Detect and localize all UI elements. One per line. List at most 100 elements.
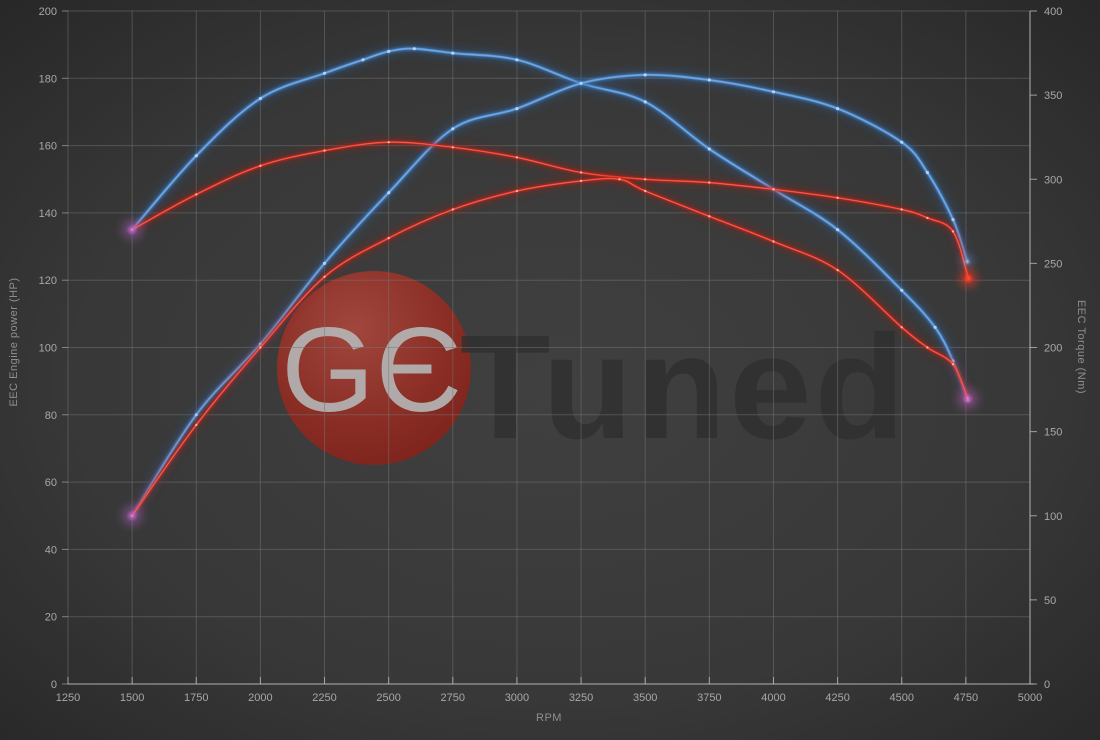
x-tick-label: 4000 — [761, 692, 785, 704]
curve-marker-dot — [515, 106, 519, 111]
curve-marker-dot — [926, 216, 929, 220]
endpoint-glow-core — [963, 394, 973, 404]
curve-marker-dot — [925, 170, 930, 175]
curve-marker-dot — [900, 288, 904, 292]
y-left-tick-label: 180 — [39, 73, 57, 85]
curve-marker-dot — [259, 164, 262, 167]
endpoint-glow-core — [964, 258, 971, 265]
curve-marker-dot — [644, 189, 647, 193]
curve-marker-dot — [579, 179, 583, 183]
endpoint-glow-core — [964, 274, 973, 283]
curve-marker-dot — [771, 90, 776, 94]
x-tick-label: 3500 — [633, 692, 657, 704]
curve-marker-dot — [926, 346, 929, 349]
y-left-tick-label: 160 — [39, 141, 57, 153]
curve-marker-dot — [618, 178, 621, 181]
curve-marker-dot — [194, 413, 198, 417]
x-tick-label: 2000 — [248, 692, 272, 704]
x-tick-label: 4750 — [954, 692, 978, 704]
curve-marker-dot — [387, 191, 391, 195]
curve-marker-dot — [515, 156, 519, 159]
y-right-tick-label: 100 — [1044, 511, 1062, 523]
y-axis-title-left: EEC Engine power (HP) — [8, 277, 20, 406]
curve-marker-dot — [579, 171, 583, 174]
curve-marker-dot — [643, 100, 647, 104]
curve-marker-dot — [451, 127, 455, 131]
curve-marker-dot — [451, 146, 454, 149]
y-right-tick-label: 200 — [1044, 343, 1062, 355]
x-tick-label: 3250 — [569, 692, 593, 704]
curve-marker-dot — [194, 154, 198, 158]
curve-marker-dot — [900, 208, 903, 211]
x-tick-label: 1500 — [120, 692, 144, 704]
y-right-tick-label: 350 — [1044, 90, 1062, 102]
y-left-tick-label: 100 — [39, 343, 57, 355]
y-right-tick-label: 400 — [1044, 6, 1062, 18]
curve-marker-dot — [772, 240, 775, 243]
x-tick-label: 2750 — [441, 692, 465, 704]
y-left-tick-label: 120 — [39, 275, 57, 287]
endpoint-glow-core — [127, 225, 137, 235]
curve-marker-dot — [195, 423, 198, 427]
chart-curves — [126, 43, 973, 522]
x-tick-label: 4500 — [889, 692, 913, 704]
curve-marker-dot — [387, 236, 390, 240]
curve-marker-dot — [361, 58, 365, 62]
x-tick-label: 3000 — [505, 692, 529, 704]
y-right-tick-label: 150 — [1044, 427, 1062, 439]
y-left-tick-label: 40 — [45, 544, 57, 556]
curve-marker-dot — [643, 73, 647, 77]
curve-marker-dot — [258, 96, 263, 101]
curve-marker-dot — [900, 140, 904, 144]
watermark-badge — [277, 271, 471, 465]
curve-marker-dot — [259, 346, 262, 349]
curve-marker-dot — [772, 188, 775, 191]
curve-marker-dot — [951, 217, 955, 222]
y-left-tick-label: 200 — [39, 6, 57, 18]
watermark-badge-letters: GЄ — [281, 303, 463, 437]
y-left-tick-label: 20 — [45, 612, 57, 624]
curve-marker-dot — [451, 51, 455, 55]
watermark-brand-text: Tuned — [460, 305, 908, 470]
curve-marker-dot — [933, 325, 937, 329]
axis-labels: 1250 1500 1750 2000 2250 2500 2750 3000 3250 3500… — [39, 6, 1063, 704]
curve-marker-dot — [708, 215, 711, 218]
curve-marker-dot — [322, 261, 327, 266]
y-axis-title-right: EEC Torque (Nm) — [1075, 300, 1087, 394]
curve-marker-dot — [323, 149, 326, 152]
curve-marker-dot — [836, 196, 839, 199]
x-tick-label: 5000 — [1018, 692, 1042, 704]
x-tick-label: 2250 — [312, 692, 336, 704]
y-right-tick-label: 250 — [1044, 258, 1062, 270]
curve-marker-dot — [387, 141, 390, 144]
x-tick-label: 1750 — [184, 692, 208, 704]
x-tick-label: 2500 — [376, 692, 400, 704]
curve-marker-dot — [708, 181, 711, 184]
y-right-tick-label: 0 — [1044, 679, 1050, 691]
curve-marker-dot — [835, 106, 840, 111]
y-right-tick-label: 50 — [1044, 595, 1056, 607]
y-left-tick-label: 60 — [45, 477, 57, 489]
x-tick-label: 3750 — [697, 692, 721, 704]
curve-marker-dot — [323, 275, 326, 278]
curve-marker-dot — [836, 268, 839, 272]
y-left-tick-label: 80 — [45, 410, 57, 422]
x-tick-label: 1250 — [56, 692, 80, 704]
curve-marker-dot — [835, 228, 840, 232]
curve-marker-dot — [579, 81, 583, 85]
curve-marker-dot — [322, 71, 327, 75]
y-left-tick-label: 0 — [51, 679, 57, 691]
curve-marker-dot — [707, 78, 711, 82]
curve-marker-dot — [951, 230, 955, 233]
y-left-tick-label: 140 — [39, 208, 57, 220]
curve-marker-dot — [900, 326, 903, 329]
x-axis-title: RPM — [536, 712, 562, 724]
curve-marker-dot — [387, 49, 391, 54]
curve-marker-dot — [707, 147, 711, 151]
curve-marker-dot — [644, 178, 647, 181]
x-tick-label: 4250 — [825, 692, 849, 704]
curve-marker-dot — [195, 193, 198, 196]
curve-marker-dot — [412, 47, 416, 51]
